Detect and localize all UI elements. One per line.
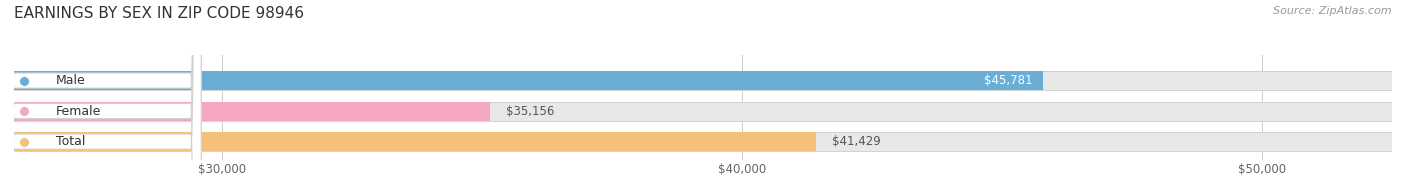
Bar bbox=[14, 132, 1392, 151]
Text: Total: Total bbox=[56, 135, 84, 148]
Bar bbox=[14, 71, 1392, 90]
FancyBboxPatch shape bbox=[4, 0, 201, 195]
FancyBboxPatch shape bbox=[4, 0, 201, 195]
Bar bbox=[14, 102, 1392, 121]
Bar bbox=[14, 71, 1043, 90]
Text: $41,429: $41,429 bbox=[832, 135, 880, 148]
Text: Source: ZipAtlas.com: Source: ZipAtlas.com bbox=[1274, 6, 1392, 16]
Text: $35,156: $35,156 bbox=[506, 105, 554, 118]
FancyBboxPatch shape bbox=[4, 0, 201, 195]
Bar bbox=[14, 71, 1392, 90]
Bar bbox=[14, 132, 817, 151]
Text: EARNINGS BY SEX IN ZIP CODE 98946: EARNINGS BY SEX IN ZIP CODE 98946 bbox=[14, 6, 304, 21]
Bar bbox=[14, 102, 1392, 121]
Text: $45,781: $45,781 bbox=[984, 74, 1032, 87]
Text: Male: Male bbox=[56, 74, 86, 87]
Bar bbox=[14, 102, 491, 121]
Text: Female: Female bbox=[56, 105, 101, 118]
Bar bbox=[14, 132, 1392, 151]
